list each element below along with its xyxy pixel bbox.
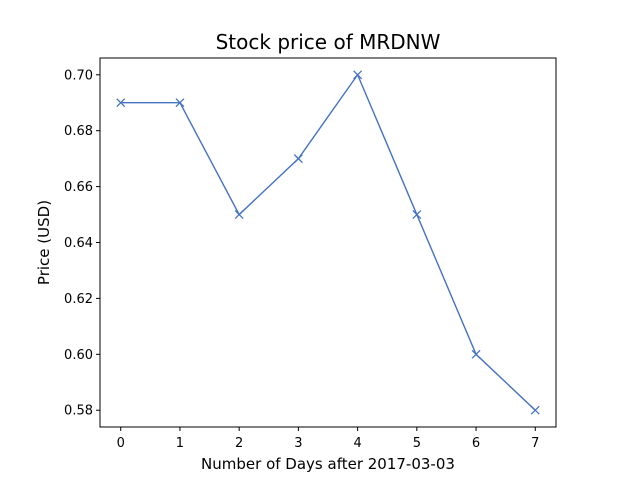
data-point-marker [234, 210, 244, 220]
x-tick-label: 7 [531, 436, 539, 451]
data-point-marker [412, 210, 422, 220]
data-point-marker [175, 98, 185, 108]
x-axis-label: Number of Days after 2017-03-03 [201, 455, 455, 473]
x-axis-ticks: 0 1 2 3 4 5 6 7 [117, 427, 539, 451]
x-tick-label: 4 [353, 436, 361, 451]
x-tick-label: 0 [117, 436, 125, 451]
x-tick-label: 3 [294, 436, 302, 451]
x-tick-label: 2 [235, 436, 243, 451]
y-axis-ticks: 0.58 0.60 0.62 0.64 0.66 0.68 0.70 [64, 68, 100, 419]
plot-area-frame [99, 57, 557, 428]
y-axis-label: Price (USD) [35, 200, 53, 285]
y-tick-label: 0.60 [64, 348, 93, 363]
y-tick-label: 0.62 [64, 292, 93, 307]
x-tick-label: 5 [413, 436, 421, 451]
data-point-marker [471, 349, 481, 359]
series-line [120, 73, 536, 411]
y-tick-label: 0.66 [64, 180, 93, 195]
x-tick-label: 1 [176, 436, 184, 451]
chart-title: Stock price of MRDNW [216, 30, 441, 54]
data-point-marker [293, 154, 303, 164]
series-markers [116, 70, 540, 415]
y-tick-label: 0.58 [64, 404, 93, 419]
data-point-marker [116, 98, 126, 108]
y-tick-label: 0.70 [64, 68, 93, 83]
data-point-marker [530, 405, 540, 415]
y-tick-label: 0.64 [64, 236, 93, 251]
y-tick-label: 0.68 [64, 124, 93, 139]
data-point-marker [353, 70, 363, 80]
x-tick-label: 6 [472, 436, 480, 451]
